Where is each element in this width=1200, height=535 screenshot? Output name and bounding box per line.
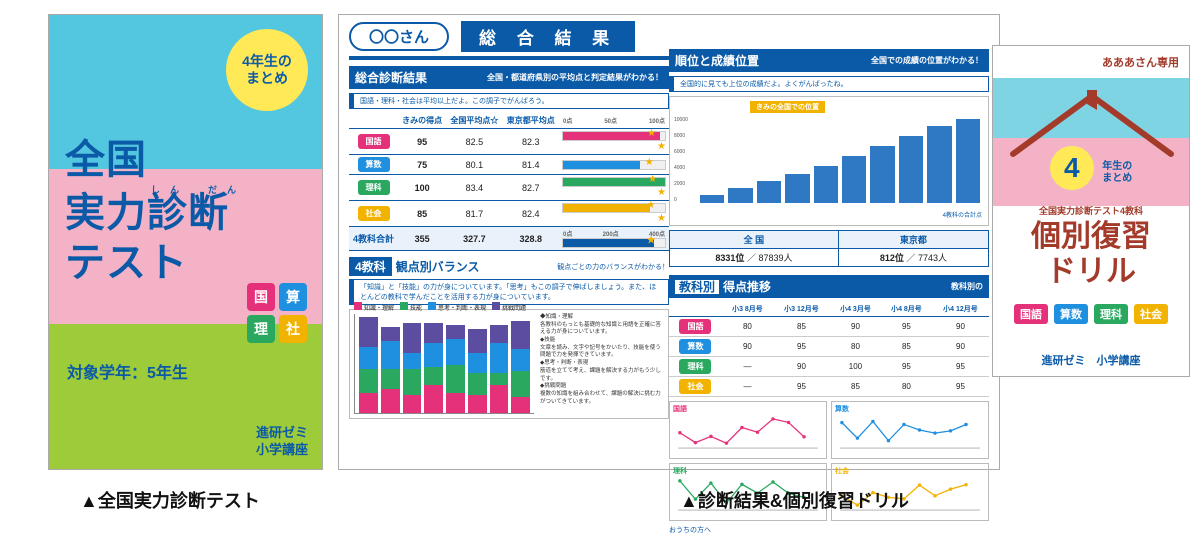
score-body: 国語9582.582.3★★算数7580.181.4★理科10083.482.7… [349, 129, 669, 251]
balance-legend: 知識・理解技能思考・判断・表現挑戦問題 [354, 302, 526, 312]
subject-chip: 理 [247, 315, 275, 343]
spacer [669, 21, 989, 49]
rank-table: 全 国 東京都 8331位 ／ 87839人 812位 ／ 7743人 [669, 230, 989, 267]
rank-chart: きみの全国での位置 1000080006000400020000 4教科の合計点 [669, 96, 989, 226]
sec1-bar: 総合診断結果 全国・都道府県別の平均点と判定結果がわかる！ [349, 66, 669, 89]
balance-text: ◆知識・理解 各教科のもっとも基礎的な知識と用語を正確に答える力が身についていま… [540, 314, 664, 414]
rank-h1: 全 国 [670, 231, 839, 249]
sec3-note: 全国的に見ても上位の成績だよ。よくがんばったね。 [669, 76, 989, 92]
personalized-user: あああさん専用 [1102, 54, 1179, 70]
grade-circle: 4年生の まとめ [226, 29, 308, 111]
balance-chart [354, 314, 534, 414]
sec4-num: 教科別 [675, 280, 719, 294]
report-title: 総 合 結 果 [461, 21, 635, 52]
rank-pref: 812位 ／ 7743人 [838, 249, 988, 267]
title-line2: 実力診断 [65, 188, 246, 238]
sec3-bar: 順位と成績位置 全国での成績の位置がわかる！ [669, 49, 989, 72]
sec2-title: 観点別バランス [396, 258, 480, 275]
sec3-sub: 全国での成績の位置がわかる！ [871, 55, 983, 66]
cr-title-1: 個別復習 [993, 220, 1189, 255]
cover-left: 4年生の まとめ 全国 しん だん 実力診断 テスト 国算理社 対象学年：5年生… [48, 14, 323, 470]
sec4-t: 得点推移 [723, 280, 771, 294]
grade4-badge: 4 年生の まとめ [993, 146, 1189, 190]
subject-chip: 算 [279, 283, 307, 311]
rank-pref-total: 7743人 [918, 253, 947, 263]
rank-nat-total: 87839人 [758, 253, 792, 263]
home-note: おうちの方へ [669, 525, 989, 535]
brand-2: 小学講座 [256, 441, 308, 459]
sec1-title: 総合診断結果 [355, 69, 427, 86]
subject-chip: 国 [247, 283, 275, 311]
trend-head: 小3 8月号小3 12月号小4 3月号小4 8月号小4 12月号 [669, 302, 989, 317]
title-line3: テスト [65, 238, 246, 288]
rank-pref-pos: 812位 [880, 253, 904, 263]
sec4-title: 教科別得点推移 [675, 278, 771, 295]
cr-title-2: ドリル [993, 255, 1189, 290]
stage: 4年生の まとめ 全国 しん だん 実力診断 テスト 国算理社 対象学年：5年生… [0, 0, 1200, 529]
report-col-right: 順位と成績位置 全国での成績の位置がわかる！ 全国的に見ても上位の成績だよ。よく… [669, 21, 989, 461]
title-line1: 全国 [65, 135, 246, 185]
sec3-title: 順位と成績位置 [675, 52, 759, 69]
rank-x-label: 4教科の合計点 [700, 210, 982, 219]
header-rule [349, 56, 669, 60]
subject-chip: 算数 [1054, 304, 1088, 324]
subject-chip: 理科 [1094, 304, 1128, 324]
grade4-txt: 年生の まとめ [1102, 161, 1132, 185]
subject-chip: 国語 [1014, 304, 1048, 324]
sec2-sub: 観点ごとの力のバランスがわかる！ [557, 262, 669, 272]
sec1-sub: 全国・都道府県別の平均点と判定結果がわかる！ [487, 72, 663, 83]
trend-table: 小3 8月号小3 12月号小4 3月号小4 8月号小4 12月号 国語80859… [669, 302, 989, 397]
target-grade: 対象学年：5年生 [67, 359, 188, 383]
caption-right: ▲診断結果&個別復習ドリル [680, 487, 909, 513]
balance-chart-wrap: 知識・理解技能思考・判断・表現挑戦問題 [354, 314, 534, 414]
cover-right-sub: 全国実力診断テスト4教科 [993, 204, 1189, 217]
rank-tag: きみの全国での位置 [750, 101, 825, 113]
rank-h2: 東京都 [838, 231, 988, 249]
sec4-sub: 教科別の [951, 281, 983, 292]
rank-y-axis: 1000080006000400020000 [674, 117, 688, 203]
sec2-num: 4教科 [349, 257, 392, 276]
grade4-num: 4 [1050, 146, 1094, 190]
brand-r: 進研ゼミ 小学講座 [993, 352, 1189, 368]
score-table: きみの得点全国平均点☆東京都平均点0点50点100点 国語9582.582.3★… [349, 113, 669, 251]
brand: 進研ゼミ 小学講座 [256, 424, 308, 459]
subject-chips: 国算理社 [247, 283, 307, 343]
subject-chip: 社 [279, 315, 307, 343]
report-header: 〇〇さん 総 合 結 果 [349, 21, 669, 52]
student-name: 〇〇さん [349, 22, 449, 51]
sec2-bar: 4教科 観点別バランス 観点ごとの力のバランスがわかる！ [349, 257, 669, 276]
subject-chip: 社会 [1134, 304, 1168, 324]
rank-national: 8331位 ／ 87839人 [670, 249, 839, 267]
cover-title: 全国 しん だん 実力診断 テスト [65, 135, 246, 288]
cover-right: あああさん専用 4 年生の まとめ 全国実力診断テスト4教科 個別復習 ドリル … [992, 45, 1190, 377]
trend-body: 国語8085909590算数9095808590理科—901009595社会—9… [669, 317, 989, 397]
sec1-note: 国語・理科・社会は平均以上だよ。この調子でがんばろう。 [349, 93, 669, 109]
brand-1: 進研ゼミ [256, 424, 308, 442]
rank-bars [700, 119, 980, 203]
report-sheet: 〇〇さん 総 合 結 果 総合診断結果 全国・都道府県別の平均点と判定結果がわか… [338, 14, 1000, 470]
sec4-bar: 教科別得点推移 教科別の [669, 275, 989, 298]
rank-nat-pos: 8331位 [715, 253, 744, 263]
balance-panel: 知識・理解技能思考・判断・表現挑戦問題 ◆知識・理解 各教科のもっとも基礎的な知… [349, 309, 669, 419]
cover-right-title: 個別復習 ドリル [993, 220, 1189, 289]
caption-left: ▲全国実力診断テスト [80, 487, 260, 513]
subject-chips-r: 国語算数理科社会 [993, 304, 1189, 324]
score-head: きみの得点全国平均点☆東京都平均点0点50点100点 [349, 113, 669, 129]
report-col-left: 〇〇さん 総 合 結 果 総合診断結果 全国・都道府県別の平均点と判定結果がわか… [349, 21, 669, 461]
